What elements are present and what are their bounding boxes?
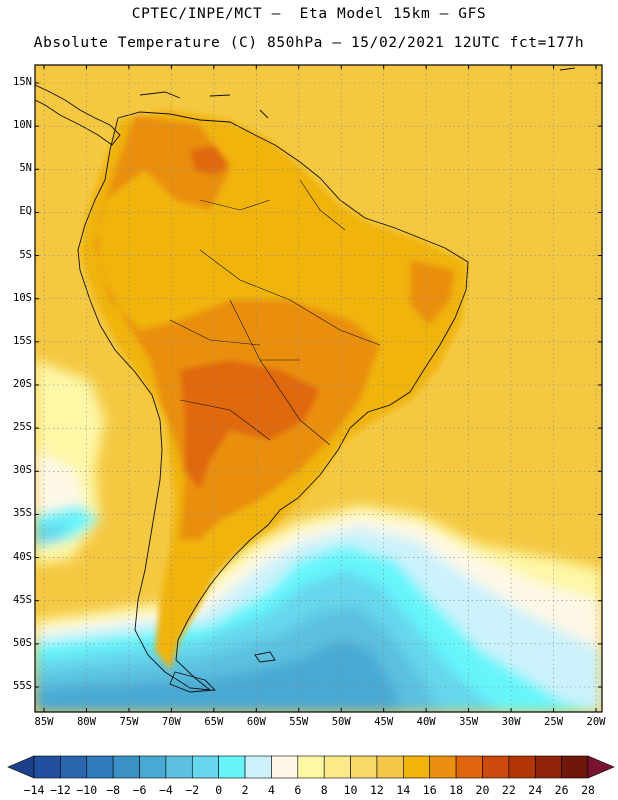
lon-label: 25W	[544, 716, 564, 728]
colorbar-label: 2	[241, 783, 249, 797]
lon-label: 30W	[501, 716, 521, 728]
colorbar-label: 4	[267, 783, 275, 797]
map-frame	[34, 64, 603, 713]
colorbar-label: 26	[554, 783, 569, 797]
lat-label: 30S	[13, 464, 32, 477]
lon-label: 60W	[246, 716, 266, 728]
colorbar-swatch	[534, 755, 562, 779]
colorbar-label: 16	[422, 783, 437, 797]
lat-label: 40S	[13, 550, 32, 563]
lat-label: 55S	[13, 680, 32, 692]
colorbar-label: −12	[49, 783, 71, 797]
colorbar-swatch	[33, 755, 61, 779]
colorbar-swatch	[112, 755, 140, 779]
graticule	[35, 65, 602, 712]
colorbar-swatch	[165, 755, 193, 779]
central-america-coast	[35, 84, 121, 146]
lon-label: 75W	[119, 716, 139, 728]
lon-label: 80W	[76, 716, 96, 728]
lon-label: 20W	[586, 716, 606, 728]
colorbar-label: 14	[396, 783, 411, 797]
colorbar	[7, 755, 615, 779]
colorbar-swatch	[429, 755, 457, 779]
lat-label: EQ	[19, 205, 32, 218]
colorbar-label: 22	[501, 783, 516, 797]
lon-label: 65W	[204, 716, 224, 728]
colorbar-swatch	[60, 755, 88, 779]
lat-label: 5N	[19, 162, 32, 175]
colorbar-swatch	[350, 755, 378, 779]
colorbar-label: 6	[294, 783, 302, 797]
temperature-field	[35, 65, 602, 712]
lat-label: 15S	[13, 334, 32, 347]
colorbar-label: 8	[320, 783, 328, 797]
colorbar-swatch	[455, 755, 483, 779]
colorbar-label: 0	[215, 783, 223, 797]
lon-label: 70W	[161, 716, 181, 728]
colorbar-swatch	[86, 755, 114, 779]
colorbar-swatch	[191, 755, 219, 779]
colorbar-swatch	[376, 755, 404, 779]
colorbar-swatch	[482, 755, 510, 779]
colorbar-label: 18	[449, 783, 464, 797]
falklands	[254, 651, 276, 663]
colorbar-swatch	[218, 755, 246, 779]
lon-label: 55W	[289, 716, 309, 728]
tierra-del-fuego	[169, 671, 217, 693]
lon-label: 45W	[374, 716, 394, 728]
colorbar-label: 28	[581, 783, 595, 797]
colorbar-arrow-max	[587, 755, 615, 779]
colorbar-swatch	[323, 755, 351, 779]
lat-label: 35S	[13, 507, 32, 520]
colorbar-label: −10	[76, 783, 98, 797]
south-america-coast	[77, 111, 469, 691]
colorbar-label: −8	[106, 783, 121, 797]
colorbar-swatch	[403, 755, 431, 779]
lon-label: 85W	[34, 716, 54, 728]
internal-borders	[169, 179, 381, 446]
chart-subtitle: Absolute Temperature (C) 850hPa – 15/02/…	[33, 35, 585, 51]
colorbar-label: 12	[370, 783, 384, 797]
colorbar-swatch	[139, 755, 167, 779]
colorbar-label: 10	[343, 783, 358, 797]
colorbar-label: 20	[475, 783, 490, 797]
caribbean-islands	[139, 67, 576, 119]
lon-label: 40W	[416, 716, 436, 728]
colorbar-swatch	[271, 755, 299, 779]
chart-title: CPTEC/INPE/MCT – Eta Model 15km – GFS	[131, 6, 487, 22]
lat-label: 10N	[13, 119, 32, 132]
colorbar-label: −4	[158, 783, 173, 797]
lat-label: 45S	[13, 593, 32, 606]
colorbar-label: −14	[23, 783, 45, 797]
lat-label: 25S	[13, 421, 32, 434]
colorbar-swatch	[297, 755, 325, 779]
colorbar-label: 24	[528, 783, 543, 797]
colorbar-label: −2	[185, 783, 200, 797]
colorbar-swatch	[244, 755, 272, 779]
colorbar-swatch	[561, 755, 589, 779]
lat-label: 15N	[13, 76, 32, 88]
lat-label: 5S	[19, 248, 32, 261]
lon-label: 50W	[331, 716, 351, 728]
lat-label: 10S	[13, 291, 32, 304]
coastlines	[35, 67, 576, 693]
lon-label: 35W	[459, 716, 479, 728]
lat-label: 50S	[13, 636, 32, 649]
axis-ticks	[35, 65, 602, 712]
lat-label: 20S	[13, 378, 32, 390]
colorbar-arrow-min	[7, 755, 35, 779]
colorbar-swatch	[508, 755, 536, 779]
colorbar-label: −6	[132, 783, 147, 797]
